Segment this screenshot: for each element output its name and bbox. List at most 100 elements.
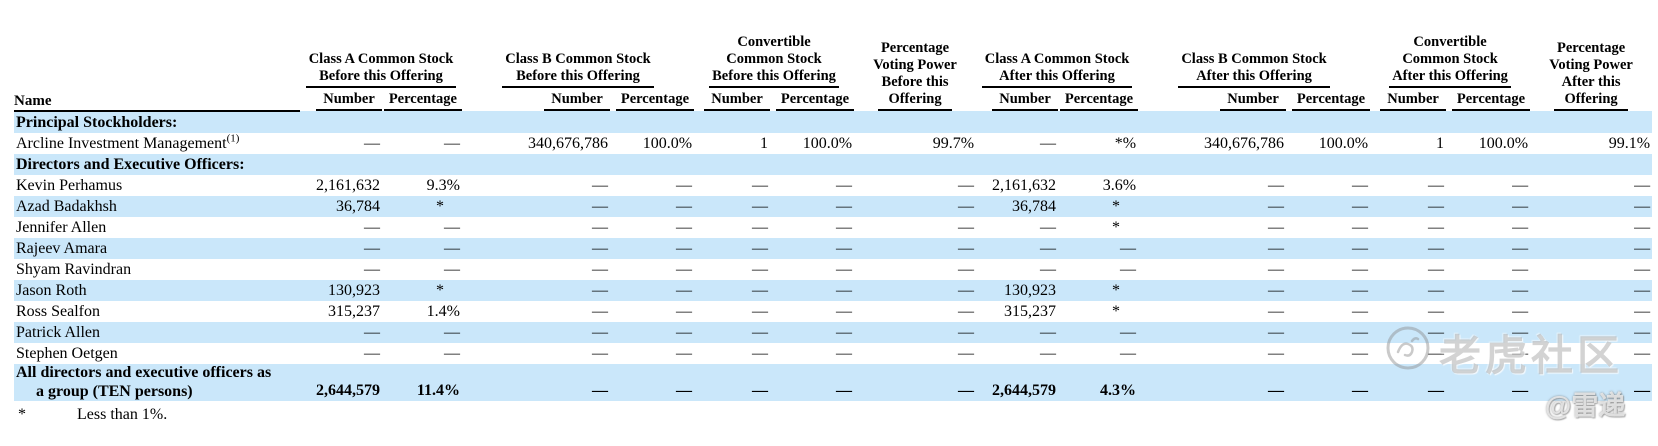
value-cell: —: [1040, 135, 1057, 152]
value-cell: —: [444, 219, 460, 236]
value-cell: —: [1446, 364, 1531, 401]
value-cell: —: [676, 219, 693, 236]
value-cell: —: [462, 280, 610, 301]
table-row: All directors and executive officers as a…: [14, 364, 1653, 401]
value-cell: —: [1040, 261, 1057, 278]
value-cell: —: [1530, 196, 1653, 217]
value-cell: 2,644,579: [300, 364, 382, 401]
value-cell: 1.4%: [426, 303, 460, 320]
value-cell: —: [694, 280, 771, 301]
value-cell: —: [1370, 322, 1447, 343]
group-label-line: Common Stock: [1402, 51, 1498, 67]
value-cell: —: [958, 261, 975, 278]
col-header-number: Number: [1370, 88, 1447, 111]
value-cell: —: [1530, 238, 1653, 259]
group-label-line: Convertible: [737, 34, 811, 50]
group-label-line: Convertible: [1413, 34, 1487, 50]
table-row: Ross Sealfon 315,237 1.4% — — — — — 315,237 * — — — —…: [14, 301, 1652, 322]
colgroup-classA-before: Class A Common Stock Before this Offering: [300, 28, 462, 88]
value-cell: —: [610, 364, 695, 401]
value-cell: —: [1040, 219, 1057, 236]
table-row: Kevin Perhamus 2,161,632 9.3% — — — — — 2,161,63…: [14, 175, 1652, 196]
value-cell: *: [1112, 219, 1121, 236]
value-cell: —: [854, 364, 977, 401]
colgroup-classB-before: Class B Common Stock Before this Offering: [462, 28, 694, 88]
value-cell: —: [1058, 322, 1139, 343]
value-cell: —: [444, 135, 460, 152]
col-header-percentage: Percentage: [382, 88, 462, 111]
value-cell: —: [1428, 303, 1445, 320]
value-cell: —: [300, 238, 382, 259]
value-cell: —: [1428, 345, 1445, 362]
value-cell: *: [382, 280, 462, 301]
group-label-line: Voting Power: [1549, 57, 1633, 73]
value-cell: —: [676, 261, 693, 278]
value-cell: —: [462, 196, 610, 217]
stockholder-name: Arcline Investment Management(1): [16, 132, 240, 152]
value-cell: —: [1268, 177, 1285, 194]
group-label-line: Class A Common Stock: [308, 51, 454, 67]
value-cell: —: [1446, 322, 1531, 343]
value-cell: —: [836, 303, 853, 320]
stockholder-name: Ross Sealfon: [16, 303, 100, 320]
value-cell: —: [958, 177, 975, 194]
value-cell: 1: [1436, 135, 1445, 152]
stockholder-name: Rajeev Amara: [14, 238, 300, 259]
value-cell: *%: [1114, 135, 1137, 152]
group-label-line: After this Offering: [1196, 68, 1312, 84]
col-header-number: Number: [300, 88, 382, 111]
stockholder-name: Kevin Perhamus: [16, 177, 123, 194]
table-row: Arcline Investment Management(1) — — 340,67…: [14, 133, 1652, 154]
value-cell: —: [976, 238, 1059, 259]
beneficial-ownership-table: Class A Common Stock Before this Offering…: [14, 28, 1653, 401]
value-cell: 11.4%: [382, 364, 462, 401]
value-cell: —: [694, 322, 771, 343]
value-cell: —: [382, 238, 462, 259]
value-cell: —: [836, 261, 853, 278]
col-header-number: Number: [976, 88, 1059, 111]
value-cell: —: [364, 219, 380, 236]
value-cell: 340,676,786: [528, 135, 608, 152]
value-cell: —: [462, 238, 610, 259]
value-cell: —: [1370, 196, 1447, 217]
col-header-number: Number: [462, 88, 610, 111]
value-cell: —: [752, 345, 769, 362]
value-cell: —: [1370, 364, 1447, 401]
stockholder-name: Stephen Oetgen: [16, 345, 118, 362]
value-cell: 99.7%: [932, 135, 975, 152]
value-cell: 340,676,786: [1204, 135, 1285, 152]
value-cell: —: [1446, 196, 1531, 217]
value-cell: —: [1268, 345, 1285, 362]
group-label-line: Class A Common Stock: [984, 51, 1130, 67]
table-row: Jennifer Allen — — — — — — — — * — — — — —: [14, 217, 1652, 238]
value-cell: —: [1352, 261, 1369, 278]
value-cell: —: [1428, 177, 1445, 194]
value-cell: —: [1446, 238, 1531, 259]
value-cell: 130,923: [300, 280, 382, 301]
value-cell: —: [1370, 238, 1447, 259]
col-header-percentage: Percentage: [1446, 88, 1531, 111]
name-column-spacer: [14, 28, 300, 88]
group-label-line: After this Offering: [999, 68, 1115, 84]
value-cell: —: [1634, 219, 1651, 236]
value-cell: 36,784: [976, 196, 1059, 217]
value-cell: —: [1138, 196, 1287, 217]
table-row: Rajeev Amara — — — — — — — — — — — — — —: [14, 238, 1653, 259]
beneficial-ownership-table-wrap: Class A Common Stock Before this Offering…: [14, 28, 1653, 426]
colgroup-classB-after: Class B Common Stock After this Offering: [1138, 28, 1370, 88]
value-cell: —: [1352, 219, 1369, 236]
value-cell: —: [1040, 345, 1057, 362]
value-cell: —: [1512, 303, 1529, 320]
value-cell: —: [1530, 364, 1653, 401]
section-header: Directors and Executive Officers:: [14, 154, 1653, 175]
value-cell: 9.3%: [426, 177, 460, 194]
stockholder-name: All directors and executive officers as a…: [14, 364, 300, 401]
value-cell: —: [770, 196, 855, 217]
col-header-percentage: Percentage: [770, 88, 855, 111]
value-cell: —: [1120, 345, 1137, 362]
value-cell: —: [1268, 219, 1285, 236]
table-row: Jason Roth 130,923 * — — — — —130,923 * — — — — —: [14, 280, 1653, 301]
value-cell: —: [752, 177, 769, 194]
value-cell: 2,161,632: [316, 177, 380, 194]
value-cell: 100.0%: [1478, 135, 1529, 152]
